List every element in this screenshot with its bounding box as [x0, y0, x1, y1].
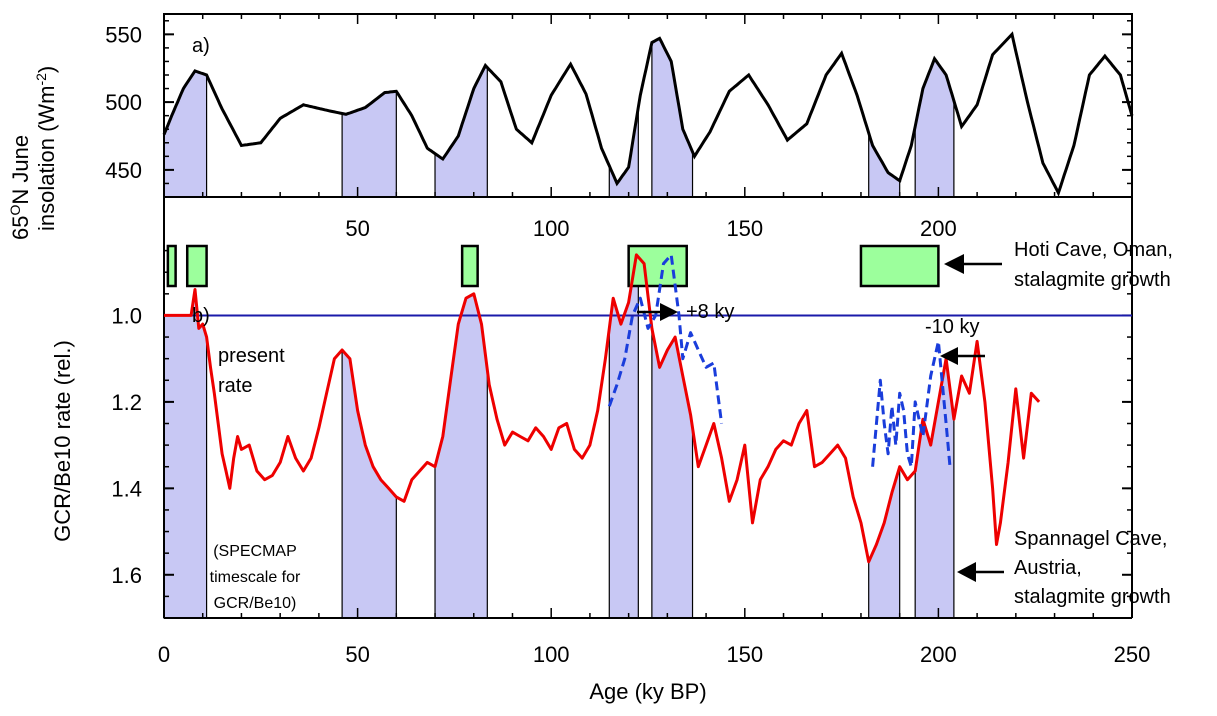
a-ytick-label: 550 [105, 22, 142, 47]
hoti-label-1: Hoti Cave, Oman, [1014, 239, 1173, 261]
x-axis-label: Age (ky BP) [589, 679, 706, 704]
b-xtick-label: 0 [158, 642, 170, 667]
a-ytick-label: 500 [105, 90, 142, 115]
gcr-shaded-interval [434, 292, 488, 619]
panel-b-shaded-intervals [163, 253, 955, 619]
hoti-growth-box [185, 244, 208, 288]
panel-a-ylabel-line1: 65ON June [7, 135, 33, 240]
b-ytick-label: 1.6 [111, 563, 142, 588]
b-ytick-label: 1.4 [111, 476, 142, 501]
a-xtick-label: 100 [533, 216, 570, 241]
insolation-shaded-interval [608, 106, 639, 198]
panel-b-label: b) [192, 305, 210, 327]
b-xtick-label: 150 [726, 642, 763, 667]
gcr-shaded-interval [341, 348, 397, 619]
hoti-growth-box [627, 244, 688, 288]
b-ytick-label: 1.2 [111, 390, 142, 415]
panel-b-ylabel: GCR/Be10 rate (rel.) [50, 340, 75, 542]
spannagel-label-1: Spannagel Cave, [1014, 528, 1167, 550]
hoti-growth-box [166, 244, 177, 288]
present-rate-label-1: present [218, 345, 285, 367]
hoti-growth-box [859, 244, 940, 288]
gcr-shaded-interval [651, 328, 694, 619]
b-xtick-label: 200 [920, 642, 957, 667]
panel-a-ylabel-line2: insolation (Wm-2) [33, 66, 59, 231]
gcr-shifted-series [607, 253, 724, 424]
a-xtick-label: 200 [920, 216, 957, 241]
panel-b-ticks: 1.0 1.2 1.4 1.6 0 50 100 150 200 250 [111, 249, 1151, 667]
panel-a-frame [163, 13, 1133, 198]
b-xtick-label: 50 [345, 642, 369, 667]
present-rate-label-2: rate [218, 375, 252, 397]
gcr-shaded-interval [914, 358, 955, 619]
hoti-growth-box [460, 244, 479, 288]
specmap-note-2: timescale for [210, 569, 301, 586]
gcr-shaded-interval [868, 466, 901, 619]
hoti-label-2: stalagmite growth [1014, 269, 1171, 291]
b-xtick-label: 100 [533, 642, 570, 667]
hoti-arrow [944, 254, 1002, 274]
shift-plus-label: +8 ky [686, 301, 734, 323]
b-ytick-label: 1.0 [111, 303, 142, 328]
b-xtick-label: 250 [1114, 642, 1151, 667]
insolation-shaded-interval [163, 70, 208, 198]
gcr-shaded-interval [163, 289, 208, 619]
shift-plus-arrow [637, 303, 678, 321]
spannagel-label-3: stalagmite growth [1014, 586, 1171, 608]
specmap-note-3: GCR/Be10) [214, 595, 297, 612]
hoti-growth-boxes [166, 244, 940, 288]
a-xtick-label: 50 [345, 216, 369, 241]
spannagel-arrow [957, 562, 1004, 582]
insolation-curve [162, 31, 1134, 197]
gcr-shifted-series [871, 339, 952, 469]
specmap-note-1: (SPECMAP [213, 543, 297, 560]
a-ytick-label: 450 [105, 158, 142, 183]
gcr-series [164, 253, 1041, 564]
a-xtick-label: 150 [726, 216, 763, 241]
insolation-shaded-interval [341, 90, 397, 198]
spannagel-label-2: Austria, [1014, 557, 1082, 579]
panel-a-label: a) [192, 35, 210, 57]
panel-a-ticks: 450 500 550 50 100 150 200 [105, 14, 1133, 241]
shift-minus-arrow [940, 347, 985, 365]
panel-b-series [164, 253, 1041, 564]
shift-minus-label: -10 ky [925, 316, 979, 338]
